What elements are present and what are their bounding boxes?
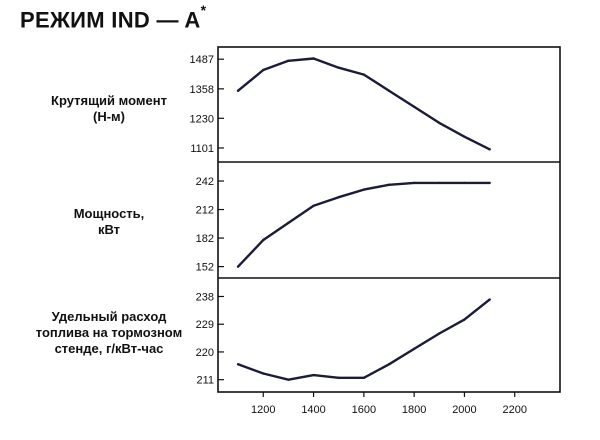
power-panel: 242 212 182 152	[196, 176, 491, 274]
fuel-label-line-1: Удельный расход	[51, 309, 167, 324]
power-data-point	[262, 238, 265, 242]
chart-border	[217, 46, 561, 393]
power-ytick-label: 242	[196, 176, 214, 188]
fuel-ytick-label: 211	[196, 375, 214, 387]
torque-data-point	[387, 89, 391, 92]
fuel-consumption-label: Удельный расход топлива на тормозном сте…	[14, 309, 204, 357]
x-tick-label: 1600	[352, 404, 376, 416]
torque-ytick-label: 1101	[190, 143, 214, 155]
torque-data-point	[262, 68, 265, 72]
power-data-point	[362, 188, 366, 191]
x-tick-label: 1200	[251, 404, 275, 416]
power-ytick-label: 212	[196, 205, 214, 217]
power-label-line-1: Мощность,	[73, 206, 145, 221]
power-label-line-2: кВт	[97, 222, 121, 237]
fuel-data-point	[312, 373, 315, 377]
power-data-point	[463, 181, 466, 185]
x-tick-label: 1800	[402, 404, 426, 416]
power-data-point	[488, 181, 491, 185]
fuel-data-point	[262, 372, 265, 375]
power-data-point	[412, 181, 416, 185]
fuel-data-point	[412, 347, 416, 351]
torque-ytick-label: 1358	[190, 84, 214, 96]
x-tick-label: 2200	[502, 404, 526, 416]
fuel-data-point	[488, 298, 491, 301]
torque-label: Крутящий момент (Н-м)	[14, 93, 204, 125]
torque-series-line	[236, 57, 491, 151]
fuel-data-point	[236, 363, 240, 366]
power-ytick-label: 182	[196, 233, 214, 245]
fuel-series-line	[236, 298, 491, 381]
torque-ytick-label: 1487	[190, 54, 214, 66]
x-axis: 1200 1400 1600 1800 2000 2200	[251, 392, 527, 416]
power-data-point	[236, 265, 240, 268]
torque-data-point	[287, 59, 290, 62]
power-data-point	[438, 181, 441, 185]
fuel-ytick-label: 229	[196, 319, 214, 331]
fuel-data-point	[387, 363, 391, 366]
torque-data-point	[312, 57, 315, 60]
x-tick-label: 1400	[301, 404, 325, 416]
torque-label-line-1: Крутящий момент	[51, 93, 167, 108]
fuel-data-point	[463, 318, 466, 321]
x-tick-label: 2000	[452, 404, 476, 416]
torque-data-point	[438, 121, 441, 125]
torque-ytick-label: 1230	[190, 113, 214, 125]
fuel-label-line-2: топлива на тормозном	[35, 325, 183, 340]
power-data-point	[312, 204, 315, 207]
fuel-ytick-label: 238	[196, 291, 214, 303]
fuel-ytick-label: 220	[196, 347, 214, 359]
fuel-panel: 238 229 220 211	[196, 291, 491, 387]
chart-frame	[217, 46, 561, 393]
fuel-data-point	[362, 376, 366, 380]
title-asterisk: *	[200, 2, 207, 18]
torque-data-point	[236, 89, 240, 92]
torque-data-point	[362, 73, 366, 76]
fuel-data-point	[287, 378, 290, 381]
torque-data-point	[337, 66, 340, 69]
torque-data-point	[463, 135, 466, 138]
power-data-point	[287, 221, 290, 225]
fuel-label-line-3: стенде, г/кВт-час	[54, 341, 164, 356]
torque-label-line-2: (Н-м)	[93, 109, 125, 124]
power-ytick-label: 152	[196, 262, 214, 274]
fuel-data-point	[337, 376, 340, 380]
torque-data-point	[412, 105, 416, 109]
power-data-point	[387, 183, 391, 187]
power-series-line	[236, 181, 491, 268]
title-text: РЕЖИМ IND — A	[20, 7, 201, 33]
chart-panels: 1487 1358 1230 1101 242 212 182 152 238 229 220 211	[190, 54, 491, 387]
torque-data-point	[488, 148, 491, 151]
power-label: Мощность, кВт	[14, 206, 204, 238]
page-title: РЕЖИМ IND — A*	[20, 2, 206, 33]
torque-panel: 1487 1358 1230 1101	[190, 54, 491, 155]
power-data-point	[337, 195, 340, 199]
fuel-data-point	[438, 332, 441, 335]
